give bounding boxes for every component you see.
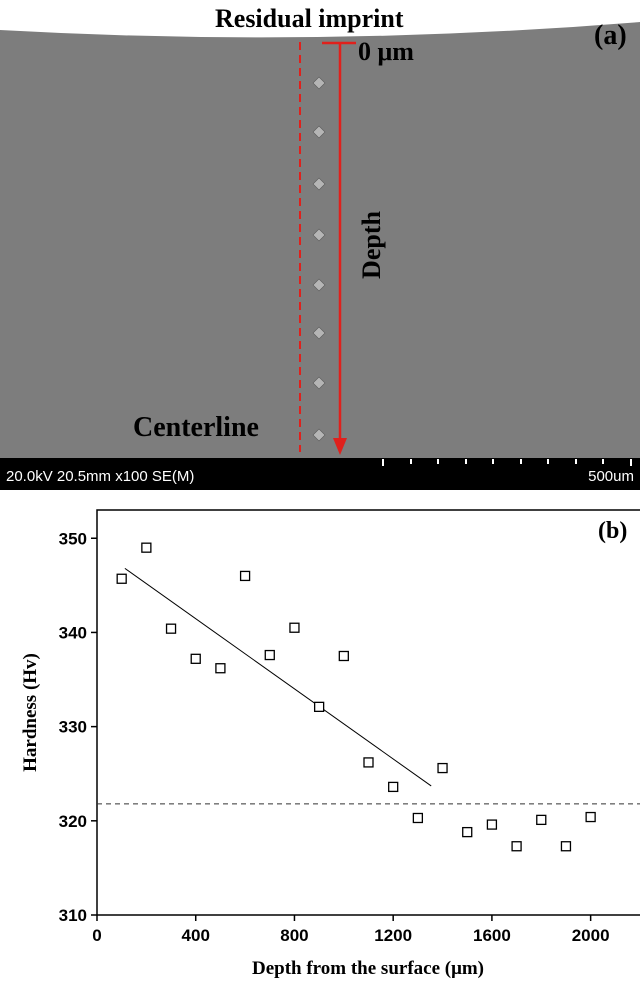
y-axis-title: Hardness (Hv): [20, 653, 41, 772]
panel-label: (b): [598, 518, 627, 544]
zero-label: 0 μm: [358, 37, 414, 66]
x-tick-label: 400: [182, 926, 210, 945]
data-point: [462, 826, 473, 838]
panel-label: (a): [594, 20, 627, 51]
x-tick-label: 1600: [473, 926, 511, 945]
x-tick-label: 800: [280, 926, 308, 945]
indents: [312, 76, 326, 442]
data-point: [165, 623, 177, 634]
y-tick-label: 350: [59, 529, 87, 548]
depth-label: Depth: [357, 211, 386, 279]
data-point: [338, 650, 349, 662]
data-point: [486, 819, 498, 830]
data-point: [511, 841, 522, 852]
x-tick-label: 0: [92, 926, 101, 945]
data-point: [116, 573, 127, 584]
info-bar: [0, 458, 640, 490]
data-point: [363, 757, 374, 768]
y-tick-label: 320: [59, 812, 87, 831]
x-tick-label: 2000: [572, 926, 610, 945]
data-point: [264, 649, 275, 661]
x-tick-label: 1200: [374, 926, 412, 945]
data-point: [585, 811, 596, 823]
data-point: [215, 663, 226, 674]
fit-line: [124, 567, 432, 787]
data-point: [239, 570, 251, 582]
arrow-head: [333, 438, 347, 455]
data-point: [289, 622, 300, 633]
data-point: [141, 542, 152, 553]
data-point: [313, 701, 325, 712]
data-point: [560, 841, 572, 852]
scale-bar: [382, 459, 632, 466]
data-point: [437, 762, 448, 774]
data-point: [412, 812, 424, 824]
axes-frame: [96, 509, 640, 916]
data-point: [190, 653, 201, 664]
centerline-label: Centerline: [133, 412, 259, 443]
y-tick-label: 340: [59, 623, 87, 642]
x-axis-title: Depth from the surface (μm): [252, 958, 484, 979]
scale-label: 500um: [588, 468, 634, 485]
data-point: [536, 814, 547, 826]
y-tick-label: 330: [59, 718, 87, 737]
data-point: [388, 781, 399, 793]
imprint-label: Residual imprint: [215, 4, 404, 33]
info-text: 20.0kV 20.5mm x100 SE(M): [6, 468, 194, 485]
y-tick-label: 310: [59, 906, 87, 925]
